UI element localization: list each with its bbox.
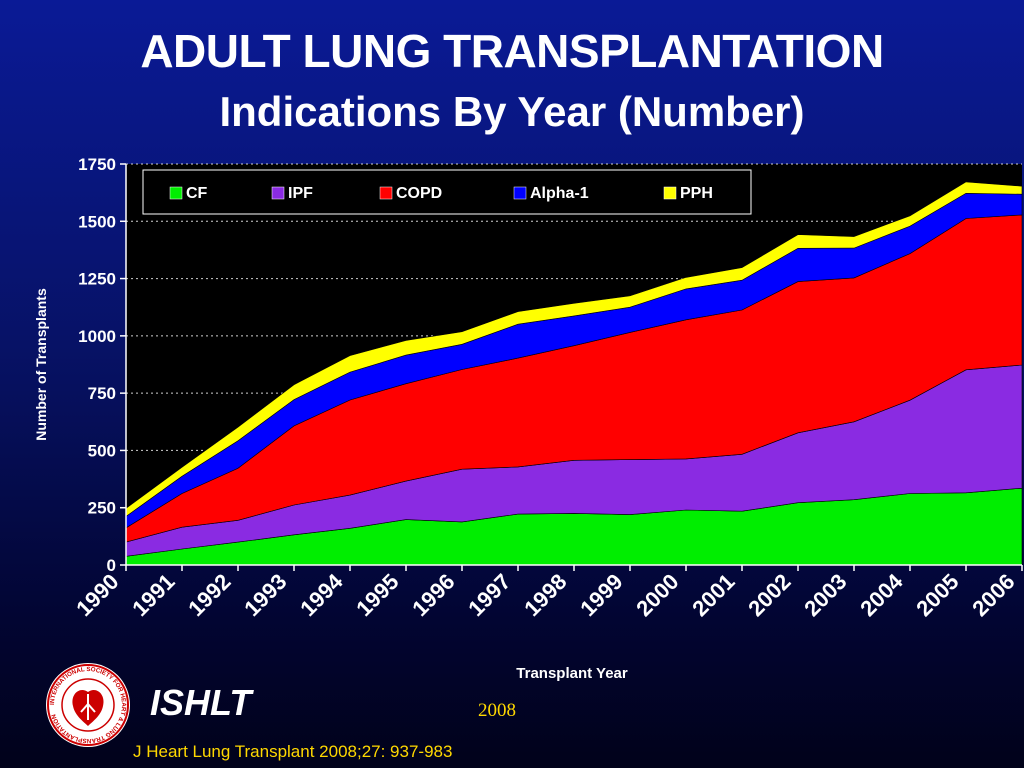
y-tick-label-0: 0 — [107, 556, 116, 575]
y-tick-label-500: 500 — [88, 441, 116, 460]
legend-swatch-copd — [379, 186, 393, 200]
lungs-icon — [80, 694, 96, 720]
y-tick-label-1750: 1750 — [78, 155, 116, 174]
x-tick-label-2006: 2006 — [967, 569, 1019, 621]
x-tick-label-1991: 1991 — [127, 569, 179, 621]
x-tick-label-2002: 2002 — [743, 569, 795, 621]
legend-swatch-cf — [169, 186, 183, 200]
legend-label-ipf: IPF — [288, 185, 313, 202]
x-tick-label-1990: 1990 — [71, 569, 123, 621]
x-tick-label-2003: 2003 — [799, 569, 851, 621]
ishlt-logo: INTERNATIONAL SOCIETY FOR HEART & LUNG T… — [46, 663, 130, 747]
legend-swatch-pph — [663, 186, 677, 200]
y-tick-label-1250: 1250 — [78, 270, 116, 289]
legend-swatch-ipf — [271, 186, 285, 200]
area-pph — [125, 181, 1023, 517]
x-tick-label-2004: 2004 — [855, 568, 908, 621]
y-tick-label-1500: 1500 — [78, 212, 116, 231]
legend-label-copd: COPD — [396, 185, 442, 202]
x-tick-label-1993: 1993 — [239, 569, 291, 621]
legend-label-pph: PPH — [680, 185, 713, 202]
org-name: ISHLT — [150, 682, 252, 723]
x-tick-label-1997: 1997 — [463, 569, 515, 621]
y-tick-label-1000: 1000 — [78, 327, 116, 346]
citation: J Heart Lung Transplant 2008;27: 937-983 — [133, 742, 453, 761]
legend-swatch-alpha-1 — [513, 186, 527, 200]
legend-box — [142, 169, 752, 215]
legend-label-cf: CF — [186, 185, 208, 202]
y-tick-label-250: 250 — [88, 499, 116, 518]
y-axis-title: Number of Transplants — [33, 288, 49, 441]
x-tick-label-2000: 2000 — [631, 569, 683, 621]
x-tick-label-1994: 1994 — [295, 568, 348, 621]
y-tick-label-750: 750 — [88, 384, 116, 403]
legend-label-alpha-1: Alpha-1 — [530, 185, 589, 202]
x-axis-title: Transplant Year — [516, 665, 628, 682]
x-tick-label-1992: 1992 — [183, 569, 235, 621]
x-tick-label-2001: 2001 — [687, 569, 739, 621]
title-line-2: Indications By Year (Number) — [219, 88, 805, 135]
x-tick-label-1996: 1996 — [407, 569, 459, 621]
title-line-1: ADULT LUNG TRANSPLANTATION — [140, 25, 884, 77]
x-tick-label-1998: 1998 — [519, 569, 571, 621]
x-tick-label-1999: 1999 — [575, 569, 627, 621]
x-tick-label-2005: 2005 — [911, 569, 963, 621]
report-year: 2008 — [478, 700, 516, 721]
x-tick-label-1995: 1995 — [351, 569, 403, 621]
